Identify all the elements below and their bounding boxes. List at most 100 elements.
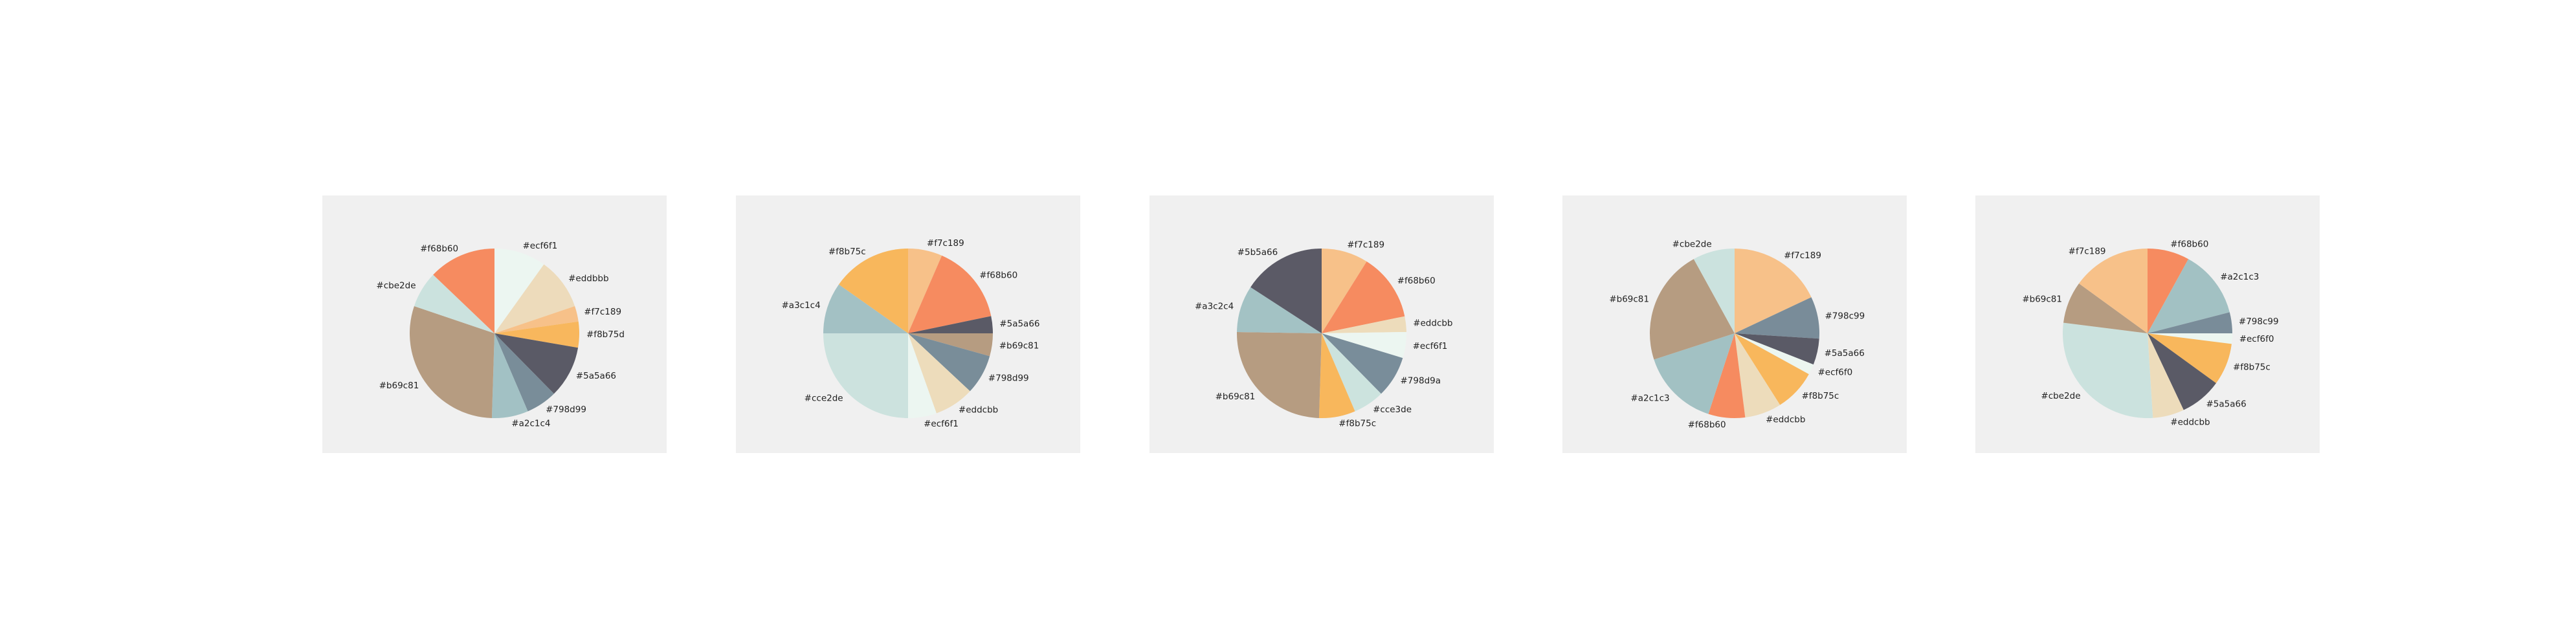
pie-slice [2148, 333, 2232, 344]
slice-label: #b69c81 [999, 340, 1039, 351]
slice-label: #5a5a66 [1825, 348, 1865, 359]
pie-slice [2062, 322, 2153, 418]
slice-label: #5b5a66 [1238, 247, 1278, 258]
pie-slice [1735, 333, 1814, 375]
pie-slice [414, 274, 494, 333]
slice-label: #eddcbb [959, 405, 998, 416]
slice-label: #ecf6f1 [1413, 341, 1448, 351]
slice-label: #a2c1c4 [511, 419, 550, 429]
slice-label: #eddbbb [568, 274, 608, 284]
slice-label: #f68b60 [979, 270, 1017, 280]
slice-label: #798d9a [1401, 376, 1441, 386]
slice-label: #ecf6f0 [1818, 368, 1853, 378]
slice-label: #ecf6f0 [2239, 334, 2274, 344]
pie-slice [1735, 333, 1819, 365]
pie-slice [1322, 331, 1406, 359]
slice-label: #f8b75d [586, 329, 625, 340]
pie-chart-1: #ecf6f1 #eddbbb #f7c189 #f8b75d #5a5a66 #798d… [322, 195, 667, 453]
slice-label: #f8b75c [1802, 391, 1839, 401]
slice-label: #b69c81 [1609, 294, 1649, 305]
pie-slice [1735, 333, 1809, 405]
pie-slice [494, 305, 579, 333]
slice-label: #f7c189 [927, 238, 964, 249]
pie-chart-2: #f7c189 #f68b60 #5a5a66 #b69c81 #798d99 #eddc… [736, 195, 1080, 453]
pie-slice [1322, 261, 1405, 333]
slice-label: #f68b60 [420, 244, 458, 254]
pie-chart-5: #f68b60 #a2c1c3 #798c99 #ecf6f0 #f8b75c #5a5a… [1975, 195, 2320, 453]
slice-label: #ecf6f1 [924, 419, 959, 429]
slice-label: #cbe2de [1672, 239, 1712, 250]
pie-slice [433, 248, 494, 333]
slice-label: #f8b75c [828, 247, 866, 257]
pie-slice [2148, 333, 2184, 418]
pie-slice [838, 249, 908, 333]
pie-slice [1693, 249, 1735, 333]
pie-slice [1237, 287, 1322, 333]
pie-slice [2148, 259, 2230, 333]
pie-slice [908, 333, 990, 392]
slice-label: #eddcbb [2170, 417, 2210, 428]
pie-slice [908, 316, 993, 333]
slice-label: #a3c1c4 [781, 300, 820, 311]
pie-slice [1318, 333, 1355, 419]
pie-slice [1735, 297, 1819, 339]
pie-slice [908, 333, 937, 418]
slice-label: #f68b60 [1688, 419, 1726, 430]
slice-label: #5a5a66 [999, 319, 1039, 329]
slice-label: #b69c81 [379, 381, 419, 391]
slice-label: #a3c2c4 [1195, 302, 1234, 312]
pie-chart-3: #f7c189 #f68b60 #eddcbb #ecf6f1 #798d9a #cce3… [1149, 195, 1494, 453]
pie-slice [1654, 333, 1735, 414]
pie-chart-4: #f7c189 #798c99 #5a5a66 #ecf6f0 #f8b75c #eddc… [1562, 195, 1907, 453]
slice-label: #cbe2de [2041, 391, 2080, 401]
slice-label: #cce3de [1373, 405, 1412, 415]
pie-slice [1322, 333, 1403, 394]
pie-slice [494, 249, 544, 333]
slice-label: #cce2de [805, 393, 843, 403]
pie-slice [494, 264, 575, 333]
pie-slice [2148, 312, 2232, 333]
slice-label: #f7c189 [584, 307, 621, 317]
slice-label: #798c99 [2239, 316, 2279, 327]
pie-slice [1322, 249, 1367, 333]
slice-label: #ecf6f1 [523, 241, 558, 251]
slice-label: #b69c81 [2022, 294, 2062, 305]
pie-slice [1708, 333, 1746, 419]
slice-label: #f7c189 [1784, 250, 1821, 261]
slice-label: #f8b75c [1338, 419, 1376, 429]
slice-label: #5a5a66 [2206, 399, 2247, 409]
pie-slice [2148, 248, 2189, 333]
slice-label: #798d99 [546, 405, 586, 415]
pie-slice [2148, 333, 2216, 410]
pie-slice [1735, 333, 1781, 417]
slice-label: #798c99 [1825, 311, 1865, 321]
pie-slice [908, 255, 992, 333]
slice-label: #f7c189 [2069, 247, 2106, 257]
pie-slice [494, 333, 554, 412]
slice-label: #798d99 [988, 373, 1029, 384]
pie-slice [1322, 333, 1381, 412]
pie-slice [1322, 316, 1406, 333]
pie-slice [823, 333, 908, 418]
pie-slice [908, 333, 993, 357]
pie-slice [908, 249, 942, 333]
slice-label: #cbe2de [376, 281, 416, 291]
pie-slice [2148, 333, 2232, 383]
pie-slice [1735, 249, 1812, 333]
pie-slice [491, 333, 528, 419]
slice-label: #f8b75c [2233, 362, 2271, 372]
pie-slice [2079, 249, 2148, 333]
pie-slice [494, 321, 580, 348]
pie-slice [409, 305, 494, 418]
slice-label: #eddcbb [1766, 415, 1805, 425]
slice-label: #f68b60 [1397, 276, 1436, 286]
pie-slice [1649, 259, 1735, 360]
pie-slice [1250, 249, 1322, 333]
pie-slice [494, 333, 579, 394]
slice-label: #f68b60 [2170, 239, 2208, 250]
pie-slice [908, 333, 970, 414]
pie-slice [823, 284, 908, 333]
slice-label: #5a5a66 [576, 371, 616, 381]
slice-label: #a2c1c3 [1630, 393, 1669, 403]
